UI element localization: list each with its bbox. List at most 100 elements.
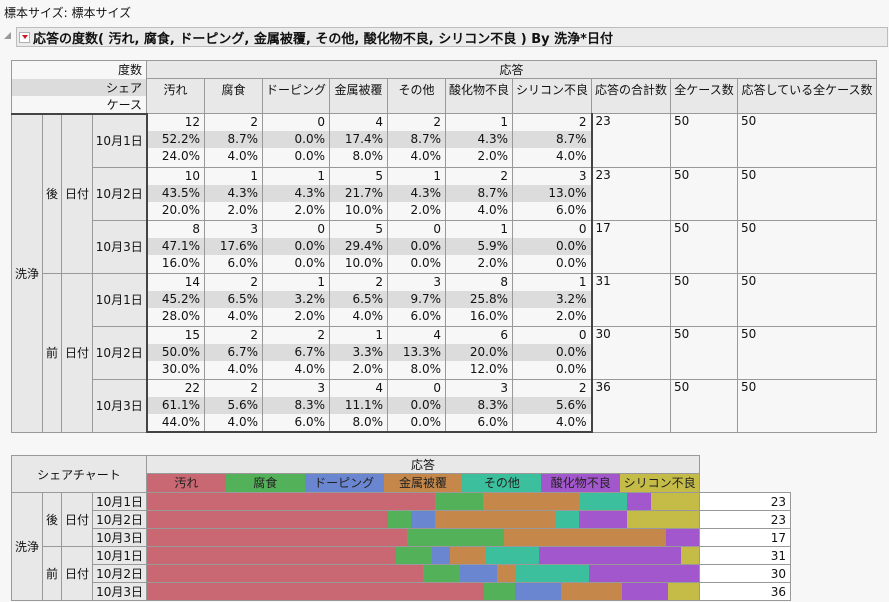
date-value: 10月3日 <box>92 219 148 274</box>
count-value: 2 <box>250 115 258 129</box>
share-value: 20.0% <box>446 343 512 361</box>
case-value: 4.0% <box>477 202 509 217</box>
count-value: 2 <box>375 274 383 289</box>
total-responses-value: 30 <box>591 325 671 380</box>
stacked-bar[interactable] <box>146 546 700 565</box>
total-column-header[interactable]: 応答の合計数 <box>591 78 671 114</box>
response-header: 応答 <box>146 60 877 79</box>
date-value: 10月3日 <box>92 582 147 601</box>
legend-item[interactable]: その他 <box>462 474 542 492</box>
count-value: 0 <box>433 380 441 395</box>
column-header[interactable]: ドーピング <box>262 78 330 114</box>
stacked-bar[interactable] <box>146 510 700 529</box>
bar-segment <box>459 565 497 582</box>
case-value: 6.0% <box>294 414 326 429</box>
count-value: 1 <box>317 168 325 183</box>
legend-item[interactable]: 腐食 <box>225 474 305 492</box>
data-cell: 12 52.2% 24.0% <box>146 113 205 168</box>
share-value: 4.3% <box>446 131 512 148</box>
share-value: 25.8% <box>446 290 512 308</box>
count-value: 2 <box>433 115 441 129</box>
column-header[interactable]: その他 <box>387 78 446 114</box>
date-value: 10月1日 <box>92 546 147 565</box>
case-value: 8.0% <box>352 149 384 163</box>
row-total: 17 <box>699 528 791 547</box>
legend-item[interactable]: 金属被覆 <box>383 474 463 492</box>
bar-segment <box>449 547 486 564</box>
share-value: 0.0% <box>513 237 591 255</box>
bar-segment <box>483 493 580 510</box>
count-value: 1 <box>500 221 508 236</box>
case-value: 0.0% <box>410 414 442 429</box>
case-value: 0.0% <box>294 255 326 270</box>
total-column-header[interactable]: 全ケース数 <box>670 78 738 114</box>
frequency-table: 度数 応答 シェア 汚れ 腐食 ドーピング 金属被覆 その他 酸化物不良 シリコン不良 応答の合計数… <box>11 60 877 433</box>
bar-segment <box>622 583 669 600</box>
bar-segment <box>432 547 450 564</box>
count-value: 0 <box>433 221 441 236</box>
case-value: 4.0% <box>352 308 384 323</box>
case-value: 8.0% <box>352 414 384 429</box>
bar-segment <box>650 493 699 510</box>
bar-segment <box>147 583 485 600</box>
count-value: 1 <box>250 168 258 183</box>
case-value: 2.0% <box>227 202 259 217</box>
case-value: 16.0% <box>161 255 200 270</box>
case-value: 0.0% <box>294 149 326 163</box>
case-value: 2.0% <box>352 361 384 376</box>
case-value: 6.0% <box>227 255 259 270</box>
share-value: 0.0% <box>513 343 591 361</box>
count-value: 12 <box>184 115 200 129</box>
column-header[interactable]: 腐食 <box>204 78 263 114</box>
bar-segment <box>396 547 433 564</box>
responding-cases-value: 50 <box>737 219 877 274</box>
bar-segment <box>578 511 628 528</box>
share-value: 17.4% <box>330 131 387 148</box>
count-value: 4 <box>433 327 441 342</box>
count-value: 2 <box>317 327 325 342</box>
report-title-bar[interactable]: 応答の度数( 汚れ, 腐食, ドーピング, 金属被覆, その他, 酸化物不良, … <box>16 27 888 47</box>
disclosure-triangle-icon[interactable] <box>4 32 11 39</box>
share-value: 0.0% <box>263 237 329 255</box>
count-value: 8 <box>500 274 508 289</box>
share-value: 8.7% <box>513 131 591 148</box>
row-total: 36 <box>699 582 791 601</box>
legend-item[interactable]: 汚れ <box>147 474 226 492</box>
date-value: 10月2日 <box>92 510 147 529</box>
date-label: 日付 <box>61 272 93 433</box>
bar-segment <box>504 529 667 546</box>
data-cell: 1 4.3% 2.0% <box>204 166 263 221</box>
column-header[interactable]: 酸化物不良 <box>445 78 513 114</box>
red-triangle-menu-icon[interactable] <box>19 31 30 43</box>
stacked-bar[interactable] <box>146 492 700 511</box>
column-header[interactable]: 汚れ <box>146 78 205 114</box>
data-cell: 1 4.3% 2.0% <box>445 113 513 168</box>
stacked-bar[interactable] <box>146 528 700 547</box>
data-cell: 0 0.0% 0.0% <box>262 219 330 274</box>
legend-item[interactable]: ドーピング <box>304 474 384 492</box>
total-cases-value: 50 <box>670 113 738 168</box>
responding-cases-value: 50 <box>737 166 877 221</box>
total-responses-value: 23 <box>591 113 671 168</box>
count-value: 10 <box>184 168 200 183</box>
column-header[interactable]: 金属被覆 <box>329 78 388 114</box>
legend-item[interactable]: 酸化物不良 <box>541 474 621 492</box>
share-value: 8.7% <box>446 184 512 202</box>
bar-segment <box>681 547 699 564</box>
stacked-bar[interactable] <box>146 564 700 583</box>
total-column-header[interactable]: 応答している全ケース数 <box>737 78 877 114</box>
bar-segment <box>435 511 556 528</box>
share-value: 4.3% <box>263 184 329 202</box>
share-value: 8.3% <box>263 396 329 414</box>
date-value: 10月1日 <box>92 272 148 327</box>
stacked-bar[interactable] <box>146 582 700 601</box>
data-cell: 14 45.2% 28.0% <box>146 272 205 327</box>
legend-item[interactable]: シリコン不良 <box>620 474 700 492</box>
column-header[interactable]: シリコン不良 <box>512 78 592 114</box>
stat-label-case: ケース <box>11 95 147 115</box>
table-row: 10月2日 10 43.5% 20.0% 1 4.3% 2.0% 1 4.3% 2.0% 5 21.7… <box>12 166 877 221</box>
share-value: 6.5% <box>205 290 262 308</box>
data-cell: 3 9.7% 6.0% <box>387 272 446 327</box>
data-cell: 15 50.0% 30.0% <box>146 325 205 380</box>
responding-cases-value: 50 <box>737 378 877 433</box>
